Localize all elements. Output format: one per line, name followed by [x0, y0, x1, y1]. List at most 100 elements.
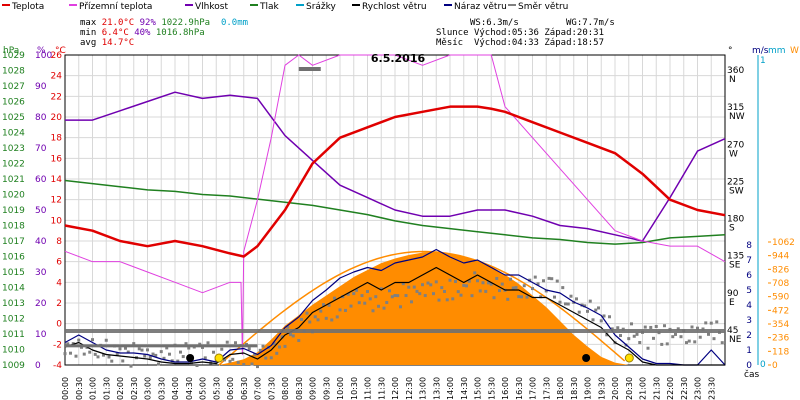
- humidity-tick: 80: [35, 113, 47, 123]
- wind-direction-point: [181, 355, 185, 359]
- wind-direction-point: [660, 342, 664, 346]
- pressure-tick: 1018: [2, 222, 25, 232]
- min-humidity: 40%: [134, 28, 151, 38]
- wind-direction-point: [597, 306, 600, 310]
- wind-direction-point: [539, 295, 543, 299]
- wind-direction-point: [440, 286, 444, 290]
- legend-swatch-wind_dir: [508, 4, 516, 6]
- rain-axis-unit: mm: [768, 46, 786, 56]
- wind-direction-point: [242, 362, 246, 366]
- wind-direction-point: [140, 348, 144, 352]
- direction-tick: 315: [727, 103, 744, 113]
- wind-direction-point: [286, 325, 290, 329]
- wind-direction-point: [184, 342, 188, 346]
- x-tick-label: 15:00: [474, 377, 483, 400]
- wind-direction-point: [366, 290, 369, 294]
- direction-cardinal: SW: [729, 186, 744, 196]
- legend-swatch-temperature: [2, 4, 10, 6]
- wind-direction-point: [137, 347, 141, 351]
- humidity-axis-unit: %: [37, 46, 46, 56]
- solar-tick: 0: [772, 361, 778, 371]
- direction-tick: 270: [727, 140, 744, 150]
- legend-item-wind_dir: Směr větru: [508, 2, 568, 12]
- wind-direction-point: [258, 348, 262, 352]
- wind-direction-point: [176, 359, 180, 363]
- temperature-line: [64, 105, 726, 258]
- humidity-line: [65, 91, 726, 242]
- legend-label-wind_speed: Rychlost větru: [362, 2, 427, 12]
- wind-direction-point: [649, 325, 653, 329]
- humidity-tick: 50: [35, 206, 47, 216]
- wind-direction-point: [107, 355, 111, 359]
- wind-direction-point: [357, 301, 361, 305]
- wind-direction-point: [415, 289, 419, 293]
- x-tick-label: 07:00: [254, 377, 263, 400]
- wind-direction-point: [148, 355, 152, 359]
- wind-direction-point: [206, 341, 210, 345]
- wind-direction-point: [313, 315, 317, 319]
- pressure-axis-unit: hPa: [3, 46, 19, 56]
- x-tick-label: 17:30: [542, 377, 551, 400]
- temperature-tick: 14: [51, 175, 63, 185]
- wind-tick: 0: [746, 361, 752, 371]
- wind-direction-point: [412, 285, 416, 289]
- wind-direction-point: [399, 305, 402, 309]
- x-tick-label: 03:00: [144, 377, 153, 400]
- axes: hPa% °C1029102810271026102510241023102210…: [2, 46, 799, 400]
- x-tick-label: 19:30: [597, 377, 606, 400]
- legend-item-dewpoint: Přízemní teplota: [69, 2, 152, 12]
- wind-direction-point: [484, 289, 488, 293]
- x-tick-label: 22:30: [680, 377, 689, 400]
- pressure-tick: 1014: [2, 284, 25, 294]
- x-tick-label: 20:30: [625, 377, 634, 400]
- wind-direction-point: [555, 279, 559, 283]
- wind-direction-point: [355, 288, 358, 292]
- direction-tick: 45: [727, 326, 738, 336]
- wind-direction-point: [605, 333, 609, 337]
- wind-direction-point: [308, 320, 312, 324]
- wind-direction-point: [118, 347, 122, 351]
- max-humidity: 92%: [139, 18, 156, 28]
- wind-direction-point: [432, 292, 435, 296]
- wind-direction-point: [470, 294, 474, 298]
- pressure-tick: 1028: [2, 67, 25, 77]
- wind-direction-point: [283, 344, 287, 348]
- legend-swatch-wind_gust: [444, 4, 452, 6]
- wind-direction-point: [91, 338, 94, 342]
- wind-direction-point: [544, 289, 548, 293]
- moon-label: Měsíc: [436, 38, 464, 48]
- pressure-tick: 1015: [2, 268, 25, 278]
- x-tick-label: 11:00: [364, 377, 373, 400]
- temperature-tick: -4: [53, 361, 62, 371]
- wind-direction-point: [236, 360, 240, 364]
- wind-direction-point: [459, 293, 463, 297]
- x-tick-label: 14:30: [460, 377, 469, 400]
- max-pressure-marker: [298, 67, 321, 71]
- wind-direction-point: [234, 341, 237, 345]
- pressure-tick: 1011: [2, 330, 25, 340]
- wind-direction-point: [410, 300, 413, 304]
- wind-direction-point: [322, 303, 325, 307]
- wind-direction-point: [451, 297, 455, 301]
- sunset-time: Západ:20:31: [544, 28, 604, 38]
- direction-cardinal: SE: [729, 261, 741, 271]
- direction-cardinal: E: [729, 298, 735, 308]
- solar-radiation-area: [218, 250, 629, 366]
- wind-direction-point: [533, 275, 537, 279]
- wind-direction-point: [275, 351, 279, 355]
- direction-tick: 225: [727, 177, 744, 187]
- wind-direction-point: [547, 276, 551, 280]
- series-lines: [63, 54, 726, 369]
- dewpoint-line: [64, 54, 726, 356]
- direction-tick: 90: [727, 289, 739, 299]
- pressure-tick: 1020: [2, 191, 25, 201]
- wind-direction-point: [228, 359, 232, 363]
- wind-direction-point: [363, 301, 367, 305]
- moonset-time: Západ:18:57: [544, 38, 604, 48]
- x-tick-label: 09:00: [309, 377, 318, 400]
- wind-tick: 4: [746, 301, 752, 311]
- wind-direction-point: [635, 332, 639, 336]
- wind-direction-point: [517, 295, 521, 299]
- wind-direction-point: [96, 355, 100, 359]
- wind-direction-point: [701, 327, 705, 331]
